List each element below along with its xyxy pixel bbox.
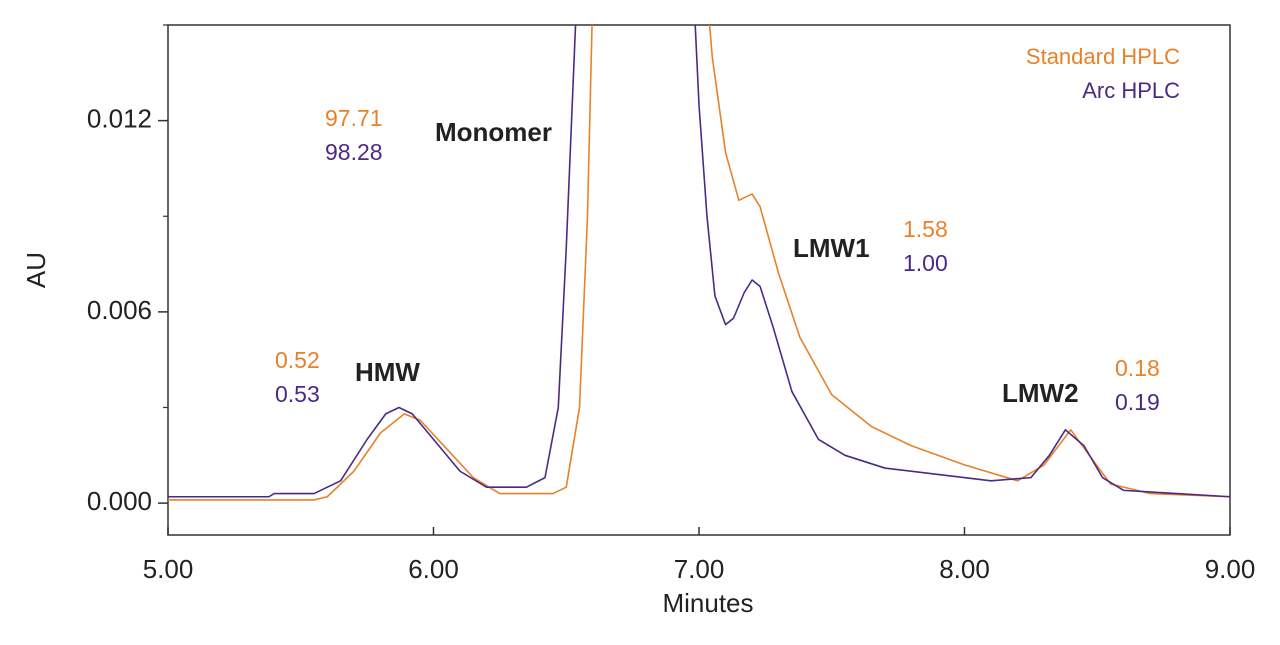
y-axis-label: AU bbox=[21, 252, 51, 288]
series-line bbox=[168, 25, 1230, 498]
peak-label: LMW1 bbox=[793, 233, 870, 263]
x-tick-label: 5.00 bbox=[143, 554, 194, 584]
x-tick-label: 9.00 bbox=[1205, 554, 1256, 584]
peak-area: 97.71 bbox=[325, 105, 383, 131]
series-line bbox=[168, 25, 1230, 501]
peak-label: HMW bbox=[355, 357, 420, 387]
y-tick-label: 0.000 bbox=[87, 486, 152, 516]
lines bbox=[168, 25, 1230, 501]
y-tick-label: 0.006 bbox=[87, 295, 152, 325]
x-tick-label: 6.00 bbox=[408, 554, 459, 584]
legend-entry: Standard HPLC bbox=[1026, 44, 1180, 69]
x-axis-label: Minutes bbox=[662, 588, 753, 618]
peak-area: 0.18 bbox=[1115, 355, 1160, 381]
peak-label: Monomer bbox=[435, 117, 552, 147]
peak-area: 1.00 bbox=[903, 250, 948, 276]
legend-entry: Arc HPLC bbox=[1082, 78, 1180, 103]
y-tick-label: 0.012 bbox=[87, 104, 152, 134]
peak-area: 0.52 bbox=[275, 347, 320, 373]
peak-label: LMW2 bbox=[1002, 378, 1079, 408]
peak-area: 0.53 bbox=[275, 381, 320, 407]
peak-area: 0.19 bbox=[1115, 389, 1160, 415]
x-tick-label: 8.00 bbox=[939, 554, 990, 584]
peak-area: 98.28 bbox=[325, 139, 383, 165]
peak-area: 1.58 bbox=[903, 216, 948, 242]
x-tick-label: 7.00 bbox=[674, 554, 725, 584]
